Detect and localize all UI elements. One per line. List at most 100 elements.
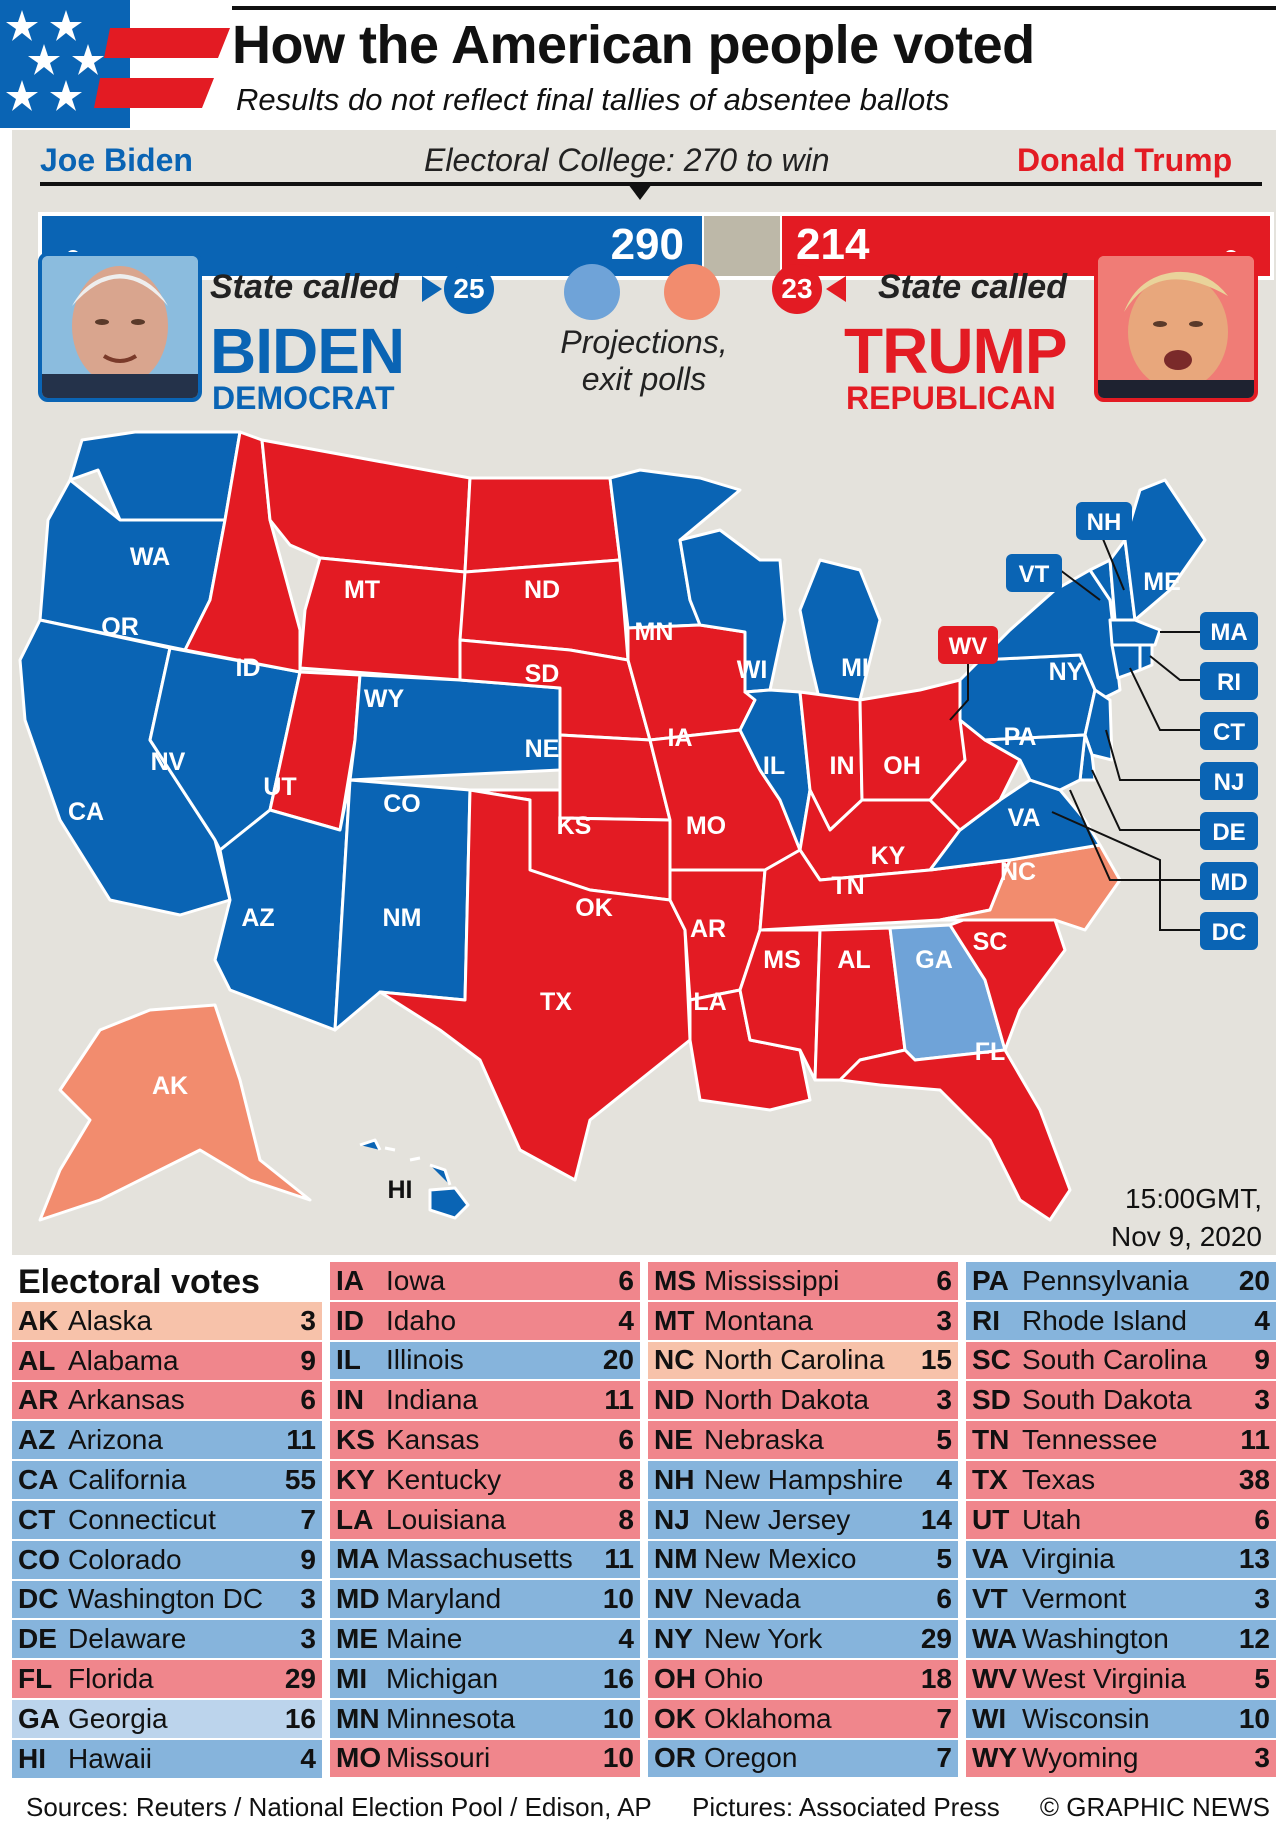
map-label-MI: MI <box>841 654 869 682</box>
state-name: New Jersey <box>704 1503 851 1535</box>
undecided-bar <box>704 216 780 276</box>
state-IL <box>738 688 812 852</box>
state-called-label-trump: State called <box>878 268 1067 306</box>
state-name: Massachusetts <box>386 1543 573 1575</box>
map-label-TX: TX <box>540 988 572 1016</box>
map-label-IA: IA <box>668 724 693 752</box>
electoral-vote-count: 3 <box>1254 1742 1270 1774</box>
table-row: WV West Virginia 5 <box>966 1659 1276 1700</box>
trump-party: REPUBLICAN <box>846 380 1056 416</box>
state-name: Arkansas <box>68 1384 185 1416</box>
electoral-vote-count: 55 <box>284 1464 316 1496</box>
map-label-RI: RI <box>1217 669 1241 696</box>
leader-lines <box>949 521 1226 931</box>
state-name: Pennsylvania <box>1022 1264 1189 1296</box>
dem-projection-swatch <box>564 264 620 320</box>
electoral-votes-table: Electoral votes AK Alaska 3 AL Alabama 9 AR Ark… <box>12 1262 1276 1784</box>
electoral-vote-count: 8 <box>618 1463 634 1495</box>
electoral-vote-count: 18 <box>920 1662 952 1694</box>
map-label-NY: NY <box>1049 658 1084 686</box>
electoral-vote-count: 10 <box>1238 1702 1270 1734</box>
state-name: North Carolina <box>704 1344 885 1376</box>
electoral-vote-count: 6 <box>618 1424 634 1456</box>
electoral-vote-count: 3 <box>300 1304 316 1336</box>
table-row: AR Arkansas 6 <box>12 1381 322 1422</box>
state-abbr: VT <box>972 1583 1008 1615</box>
table-column-1: Electoral votes AK Alaska 3 AL Alabama 9 AR Ark… <box>12 1262 322 1780</box>
state-abbr: FL <box>18 1663 53 1695</box>
us-election-map: WA OR CA NV ID MT WY UT AZ CO NM ND SD N… <box>18 430 1258 1222</box>
electoral-vote-count: 14 <box>920 1503 952 1535</box>
table-row: VT Vermont 3 <box>966 1580 1276 1621</box>
state-name: New Mexico <box>704 1543 857 1575</box>
state-MI <box>798 558 882 704</box>
map-label-WY: WY <box>364 685 405 713</box>
table-row: MO Missouri 10 <box>330 1739 640 1780</box>
table-row: AL Alabama 9 <box>12 1341 322 1382</box>
table-row: HI Hawaii 4 <box>12 1739 322 1780</box>
state-abbr: MS <box>654 1264 696 1296</box>
state-name: Connecticut <box>68 1503 216 1535</box>
state-name: South Carolina <box>1022 1344 1208 1376</box>
table-row: WI Wisconsin 10 <box>966 1699 1276 1740</box>
state-name: Ohio <box>704 1662 764 1694</box>
state-HI <box>359 1138 470 1220</box>
state-name: Iowa <box>386 1264 446 1296</box>
state-abbr: MT <box>654 1304 695 1336</box>
state-name: Oregon <box>704 1742 798 1774</box>
map-label-NH: NH <box>1087 509 1122 536</box>
table-row: CT Connecticut 7 <box>12 1500 322 1541</box>
electoral-vote-count: 3 <box>1254 1384 1270 1416</box>
electoral-vote-count: 6 <box>936 1264 952 1296</box>
table-row: LA Louisiana 8 <box>330 1500 640 1541</box>
map-label-WI: WI <box>737 656 768 684</box>
table-row: ND North Dakota 3 <box>648 1381 958 1422</box>
biden-party: DEMOCRAT <box>212 380 395 416</box>
state-VA <box>928 778 1102 872</box>
electoral-vote-count: 11 <box>604 1543 634 1575</box>
state-AZ <box>213 778 352 1032</box>
state-name: Colorado <box>68 1543 182 1575</box>
state-abbr: MO <box>336 1742 382 1774</box>
page-title: How the American people voted <box>232 15 1035 75</box>
state-name: Idaho <box>386 1304 457 1336</box>
map-label-AR: AR <box>690 915 726 943</box>
state-name: Vermont <box>1022 1583 1127 1615</box>
electoral-vote-count: 9 <box>1254 1344 1270 1376</box>
state-ME <box>1123 478 1207 622</box>
table-row: KS Kansas 6 <box>330 1421 640 1461</box>
electoral-vote-count: 4 <box>300 1742 316 1774</box>
state-abbr: WA <box>972 1623 1018 1655</box>
map-label-SD: SD <box>525 660 560 688</box>
electoral-vote-count: 6 <box>300 1384 316 1416</box>
state-name: Washington DC <box>68 1583 264 1615</box>
state-name: Hawaii <box>68 1742 153 1774</box>
state-name: North Dakota <box>704 1384 869 1416</box>
electoral-vote-count: 6 <box>1254 1503 1270 1535</box>
map-label-UT: UT <box>263 773 296 801</box>
map-label-CO: CO <box>383 790 421 818</box>
map-label-NE: NE <box>525 735 560 763</box>
pictures-credit: Pictures: Associated Press <box>692 1792 1000 1822</box>
state-name: Illinois <box>386 1344 464 1376</box>
state-abbr: ID <box>336 1304 364 1336</box>
electoral-vote-count: 3 <box>936 1304 952 1336</box>
map-label-SC: SC <box>973 928 1008 956</box>
state-name: Kansas <box>386 1424 480 1456</box>
state-called-label-biden: State called <box>210 268 399 306</box>
state-name: Louisiana <box>386 1503 506 1535</box>
state-abbr: NY <box>654 1623 693 1655</box>
electoral-vote-count: 13 <box>1238 1543 1270 1575</box>
results-panel: Joe Biden Electoral College: 270 to win … <box>12 130 1276 1255</box>
state-abbr: MD <box>336 1583 380 1615</box>
map-label-IN: IN <box>830 752 855 780</box>
map-label-CT: CT <box>1213 719 1245 746</box>
electoral-vote-count: 10 <box>602 1702 634 1734</box>
map-label-FL: FL <box>975 1038 1006 1066</box>
state-abbr: NM <box>654 1543 698 1575</box>
table-row: MT Montana 3 <box>648 1301 958 1342</box>
electoral-vote-count: 5 <box>936 1424 952 1456</box>
state-abbr: ME <box>336 1623 378 1655</box>
map-label-ND: ND <box>524 576 560 604</box>
table-row: MA Massachusetts 11 <box>330 1540 640 1581</box>
